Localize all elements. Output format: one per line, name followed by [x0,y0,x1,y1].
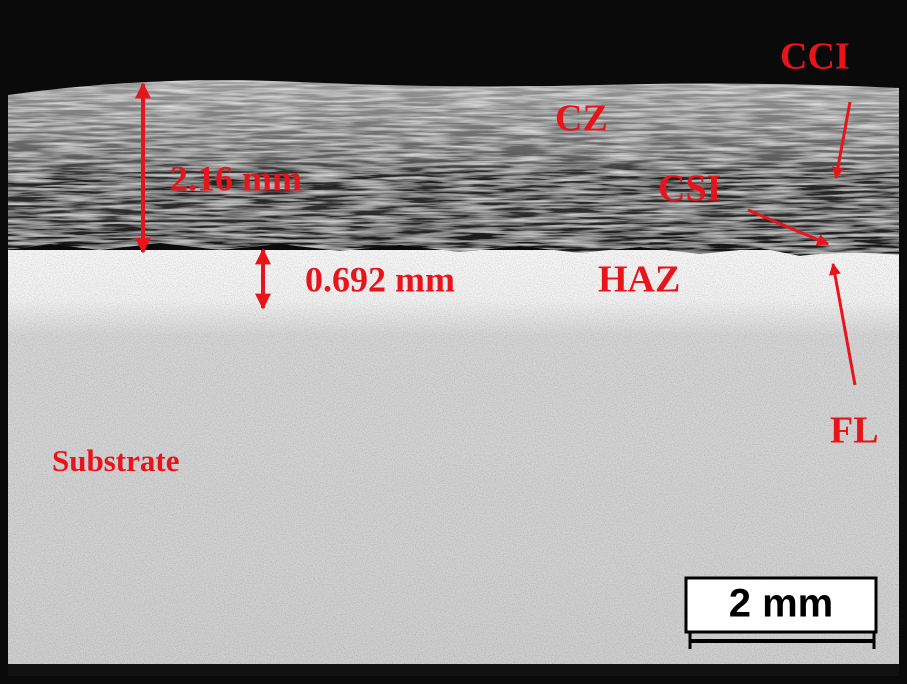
haz-thickness-label: 0.692 mm [305,259,455,299]
clad-thickness-label: 2.16 mm [170,158,302,198]
haz-label: HAZ [598,259,680,301]
csi-label: CSI [658,168,721,210]
page: 2.16 mm 0.692 mm CZ CCI CSI HAZ FL Subst… [0,0,907,684]
substrate-label: Substrate [52,443,179,478]
cci-label: CCI [780,36,850,78]
cz-label: CZ [555,98,608,140]
bottom-edge [8,664,899,676]
micrograph: 2.16 mm 0.692 mm CZ CCI CSI HAZ FL Subst… [0,0,907,684]
scale-label: 2 mm [729,582,834,626]
fl-label: FL [830,410,879,452]
